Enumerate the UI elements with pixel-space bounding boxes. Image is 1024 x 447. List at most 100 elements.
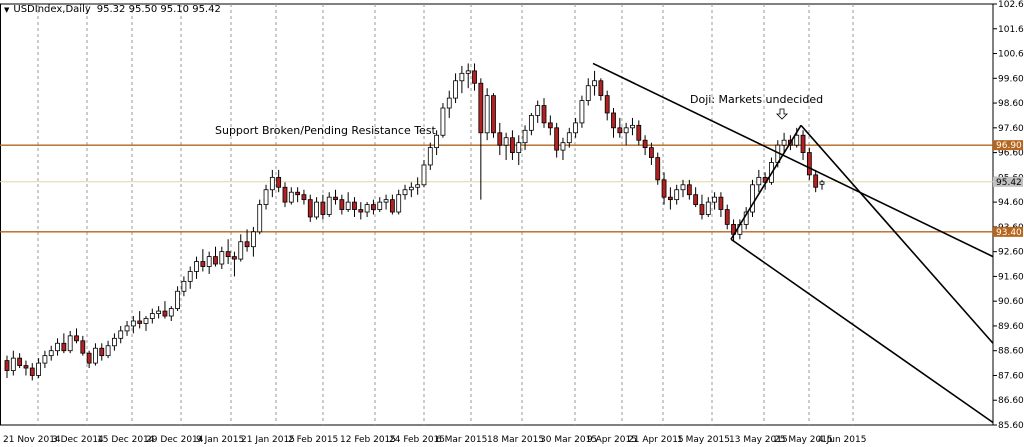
candle-up — [794, 134, 800, 146]
x-tick-label: 9 Apr 2015 — [587, 435, 637, 445]
candle-down — [137, 320, 143, 324]
candle-up — [377, 201, 383, 210]
candle-down — [276, 176, 282, 188]
candle-down — [667, 196, 673, 201]
candle-up — [680, 184, 686, 191]
candle-down — [497, 132, 503, 146]
x-tick-label: 15 Dec 2014 — [97, 435, 155, 445]
y-tick-label: 87.60 — [998, 371, 1024, 381]
plot-frame — [0, 3, 994, 426]
candle-down — [295, 191, 301, 196]
doji-annotation: Doji: Markets undecided — [690, 93, 823, 106]
candle-up — [421, 164, 427, 186]
candle-down — [74, 335, 79, 342]
candle-up — [440, 107, 446, 136]
candle-down — [806, 152, 812, 176]
x-tick-label: 21 Apr 2015 — [628, 435, 684, 445]
candle-up — [36, 362, 41, 376]
candle-down — [244, 241, 250, 248]
candle-up — [93, 347, 98, 364]
candle-down — [352, 201, 357, 210]
candle-down — [686, 184, 692, 196]
candle-up — [705, 201, 711, 215]
candle-up — [124, 325, 130, 332]
candle-up — [408, 186, 414, 191]
candle-up — [263, 189, 269, 205]
candle-down — [320, 201, 326, 215]
candle-down — [162, 310, 168, 317]
candle-up — [314, 201, 319, 218]
down-arrow-icon — [776, 108, 788, 120]
candle-up — [396, 194, 402, 213]
x-tick-label: 13 May 2015 — [729, 435, 788, 445]
triangle-down-icon[interactable]: ▼ — [4, 5, 10, 14]
candle-up — [560, 142, 566, 151]
candle-down — [661, 179, 667, 198]
y-tick-label: 92.60 — [998, 248, 1024, 258]
candle-down — [23, 365, 29, 369]
candle-up — [345, 201, 351, 210]
candle-up — [48, 350, 54, 357]
x-tick-label: 12 Feb 2015 — [340, 435, 396, 445]
candle-up — [535, 105, 541, 116]
level-price-label: 93.40 — [996, 228, 1022, 238]
candle-down — [358, 209, 364, 213]
candle-up — [750, 184, 755, 213]
candle-up — [465, 70, 471, 74]
candle-down — [813, 174, 819, 188]
candle-down — [547, 122, 553, 129]
candle-up — [434, 134, 440, 149]
candle-up — [781, 139, 787, 146]
candle-down — [307, 199, 313, 218]
support-annotation: Support Broken/Pending Resistance Test — [215, 124, 437, 137]
candle-down — [617, 127, 623, 134]
candle-down — [371, 204, 376, 210]
y-tick-label: 98.60 — [998, 99, 1024, 109]
y-tick-label: 97.60 — [998, 124, 1024, 134]
candle-up — [383, 199, 389, 203]
current-price-label: 95.42 — [996, 178, 1022, 188]
candle-up — [674, 189, 680, 201]
candle-down — [80, 340, 86, 354]
candle-up — [503, 137, 509, 146]
candle-up — [112, 337, 117, 347]
candle-up — [573, 122, 579, 134]
candle-down — [554, 127, 560, 151]
candle-up — [238, 241, 244, 260]
channel-trendline — [800, 124, 994, 344]
candle-down — [724, 209, 730, 225]
candle-down — [541, 105, 547, 124]
current-price-tag — [993, 176, 1023, 187]
x-tick-label: 29 Dec 2014 — [146, 435, 204, 445]
candle-down — [611, 112, 616, 129]
x-tick-label: 2 Feb 2015 — [288, 435, 338, 445]
candle-down — [800, 134, 806, 153]
y-tick-label: 85.60 — [998, 421, 1024, 431]
candle-up — [269, 176, 275, 191]
x-tick-label: 21 Nov 2014 — [3, 435, 61, 445]
candle-up — [143, 318, 149, 324]
candle-up — [402, 189, 408, 196]
candle-up — [55, 342, 60, 352]
candle-down — [282, 186, 288, 203]
candle-up — [427, 147, 433, 166]
candle-down — [17, 357, 23, 366]
candle-down — [389, 199, 395, 213]
channel-trendline — [592, 62, 994, 258]
candle-up — [288, 191, 294, 203]
y-tick-label: 100.60 — [998, 50, 1024, 60]
y-tick-label: 89.60 — [998, 322, 1024, 332]
candle-down — [339, 199, 345, 210]
candle-up — [516, 142, 522, 153]
candle-down — [699, 204, 705, 215]
candle-up — [528, 115, 534, 131]
candle-down — [636, 124, 642, 141]
candle-up — [149, 313, 155, 319]
level-price-label: 96.90 — [996, 141, 1022, 151]
candle-up — [459, 72, 465, 82]
candle-up — [712, 196, 717, 203]
candle-down — [693, 194, 699, 205]
x-tick-label: 25 May 2015 — [774, 435, 833, 445]
